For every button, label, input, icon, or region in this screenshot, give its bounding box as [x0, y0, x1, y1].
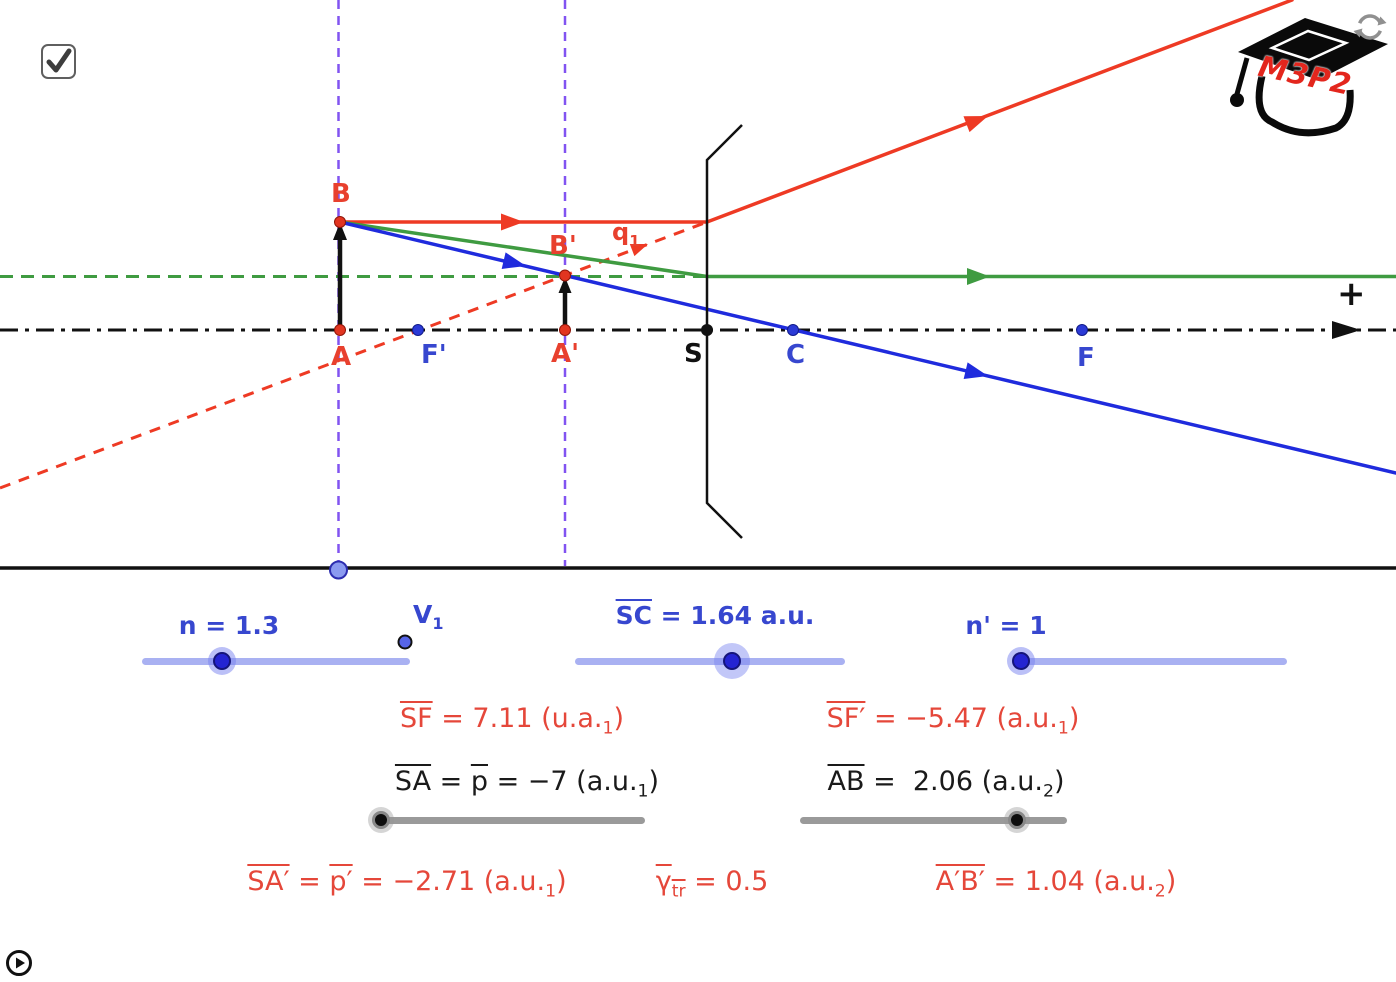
- label-F-prime: F': [421, 340, 447, 370]
- object-position-handle[interactable]: [329, 560, 348, 580]
- n-slider-track[interactable]: [142, 657, 410, 665]
- gamma-bar: γtr: [655, 866, 686, 901]
- sap-bar2: p′: [329, 866, 353, 897]
- sa-bar2: p: [470, 766, 488, 797]
- image-arrow: [558, 277, 572, 329]
- sap-bar1: SA′: [247, 866, 290, 897]
- sap-mid: =: [289, 866, 330, 897]
- ab-eq: = 2.06 (a.u.: [864, 766, 1043, 797]
- label-S: S: [684, 339, 703, 369]
- sa-slider-handle[interactable]: [372, 811, 390, 829]
- label-C: C: [786, 340, 806, 370]
- ab-slider-handle[interactable]: [1008, 811, 1026, 829]
- readout-ab: AB = 2.06 (a.u.2): [828, 766, 1065, 802]
- sa-mid: =: [431, 766, 471, 797]
- q1-sub: 1: [629, 231, 640, 250]
- n-slider-label: n = 1.3: [178, 611, 280, 640]
- label-B-prime: B': [549, 231, 577, 261]
- red-ray: [338, 0, 1294, 231]
- readout-sf: SF = 7.11 (u.a.1): [400, 703, 624, 739]
- v1-label: V1: [413, 601, 444, 633]
- sc-rest: = 1.64 a.u.: [651, 601, 815, 630]
- readout-apbp: A′B′ = 1.04 (a.u.2): [936, 866, 1177, 902]
- label-A: A: [331, 342, 352, 372]
- apbp-eq: = 1.04 (a.u.: [984, 866, 1155, 897]
- sfp-close: ): [1068, 703, 1080, 734]
- label-F: F: [1077, 343, 1095, 373]
- sfp-eq: = −5.47 (a.u.: [865, 703, 1058, 734]
- sc-bar: SC: [615, 601, 652, 630]
- play-icon: [6, 950, 32, 976]
- play-button[interactable]: [5, 949, 33, 977]
- optical-axis: [0, 321, 1396, 339]
- sa-bar1: SA: [394, 766, 432, 797]
- point-A-prime: [559, 324, 571, 336]
- apbp-close: ): [1165, 866, 1177, 897]
- point-S: [701, 324, 713, 336]
- label-q1: q1: [612, 220, 640, 249]
- apbp-bar: A′B′: [935, 866, 985, 897]
- readout-sa-prime: SA′ = p′ = −2.71 (a.u.1): [247, 866, 566, 902]
- red-ray-extension: [0, 220, 708, 490]
- point-C: [787, 324, 799, 336]
- label-A-prime: A': [551, 339, 580, 369]
- sf-bar: SF: [399, 703, 433, 734]
- point-F: [1076, 324, 1088, 336]
- sc-slider-label: SC = 1.64 a.u.: [616, 602, 815, 630]
- q1-main: q: [612, 218, 630, 246]
- sap-eq: = −2.71 (a.u.: [352, 866, 546, 897]
- ab-bar: AB: [827, 766, 865, 797]
- refresh-icon[interactable]: [1348, 4, 1392, 44]
- gamma-sub: tr: [671, 881, 686, 902]
- np-slider-track[interactable]: [1020, 657, 1287, 665]
- gamma-eq: = 0.5: [685, 866, 769, 897]
- gamma-main: γ: [655, 866, 672, 897]
- sf-close: ): [613, 703, 625, 734]
- label-plus-direction: +: [1337, 274, 1366, 314]
- point-A: [334, 324, 346, 336]
- n-slider-handle[interactable]: [213, 652, 231, 670]
- readout-sa: SA = p = −7 (a.u.1): [395, 766, 659, 802]
- sfp-sub: 1: [1057, 718, 1069, 739]
- v1-sub: 1: [432, 614, 444, 633]
- object-arrow: [333, 222, 347, 329]
- point-F-prime: [412, 324, 424, 336]
- sa-slider-track[interactable]: [378, 816, 645, 824]
- sc-slider-handle[interactable]: [723, 652, 741, 670]
- readout-gamma: γtr = 0.5: [656, 866, 769, 902]
- sa-close: ): [648, 766, 660, 797]
- point-V1[interactable]: [397, 634, 413, 650]
- np-slider-label: n' = 1: [965, 611, 1047, 640]
- np-slider-handle[interactable]: [1012, 652, 1030, 670]
- point-B: [334, 216, 346, 228]
- check-icon: [46, 48, 72, 73]
- ab-sub: 2: [1042, 781, 1054, 802]
- green-ray: [338, 220, 1396, 285]
- point-B-prime: [559, 269, 571, 282]
- readout-sf-prime: SF′ = −5.47 (a.u.1): [827, 703, 1080, 739]
- ab-close: ): [1053, 766, 1065, 797]
- sa-eq: = −7 (a.u.: [487, 766, 638, 797]
- blue-ray: [338, 220, 1396, 475]
- label-B: B: [331, 179, 351, 209]
- show-construction-checkbox[interactable]: [41, 44, 76, 79]
- sap-sub: 1: [545, 881, 557, 902]
- ab-slider-track[interactable]: [800, 816, 1067, 824]
- sc-slider-track[interactable]: [575, 657, 845, 665]
- v1-main: V: [413, 600, 433, 629]
- apbp-sub: 2: [1154, 881, 1166, 902]
- sa-sub: 1: [637, 781, 649, 802]
- sfp-bar: SF′: [826, 703, 866, 734]
- graduation-cap-icon: [1230, 18, 1388, 137]
- sf-eq: = 7.11 (u.a.: [432, 703, 603, 734]
- sf-sub: 1: [602, 718, 614, 739]
- sap-close: ): [556, 866, 567, 897]
